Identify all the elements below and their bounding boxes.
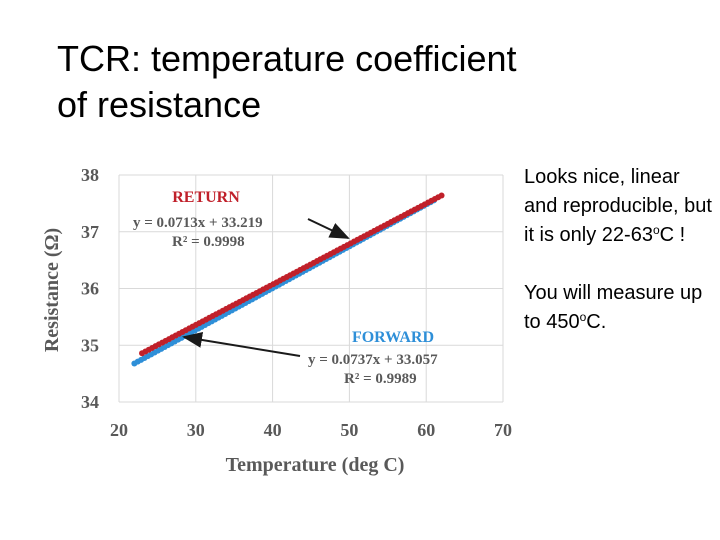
x-axis-label: Temperature (deg C)	[226, 454, 405, 476]
return-arrow	[307, 218, 350, 239]
forward-annotation: FORWARD y = 0.0737x + 33.057 R² = 0.9989	[308, 329, 438, 387]
x-tick-label: 20	[110, 420, 128, 440]
notes-text: Looks nice, linear and reproducible, but…	[524, 163, 714, 337]
y-tick-label: 34	[81, 392, 99, 412]
forward-equation: y = 0.0737x + 33.057	[308, 352, 438, 368]
title-line-1: TCR: temperature coefficient	[57, 38, 517, 79]
y-tick-label: 36	[81, 279, 99, 299]
forward-r2: R² = 0.9989	[344, 371, 417, 387]
slide-title: TCR: temperature coefficient of resistan…	[57, 36, 697, 128]
y-axis-label: Resistance (Ω)	[41, 228, 63, 352]
note-paragraph-1: Looks nice, linear and reproducible, but…	[524, 166, 712, 246]
y-tick-label: 37	[81, 222, 99, 242]
note-paragraph-2: You will measure up to 450oC.	[524, 282, 703, 333]
forward-series-label: FORWARD	[352, 329, 434, 346]
x-tick-label: 40	[264, 420, 282, 440]
return-series-label: RETURN	[172, 189, 240, 206]
x-tick-label: 50	[340, 420, 358, 440]
y-tick-label: 35	[81, 335, 99, 355]
return-annotation: RETURN y = 0.0713x + 33.219 R² = 0.9998	[133, 189, 263, 250]
title-line-2: of resistance	[57, 84, 262, 125]
return-equation: y = 0.0713x + 33.219	[133, 215, 263, 231]
axis-ticks: 20 30 40 50 60 70 34 35 36 37 38	[81, 165, 512, 440]
data-points	[131, 192, 445, 367]
return-point	[438, 192, 445, 199]
return-series	[139, 192, 445, 357]
forward-arrow	[182, 332, 301, 357]
return-r2: R² = 0.9998	[172, 234, 245, 250]
x-tick-label: 70	[494, 420, 512, 440]
x-tick-label: 60	[417, 420, 435, 440]
x-tick-label: 30	[187, 420, 205, 440]
y-tick-label: 38	[81, 165, 99, 185]
